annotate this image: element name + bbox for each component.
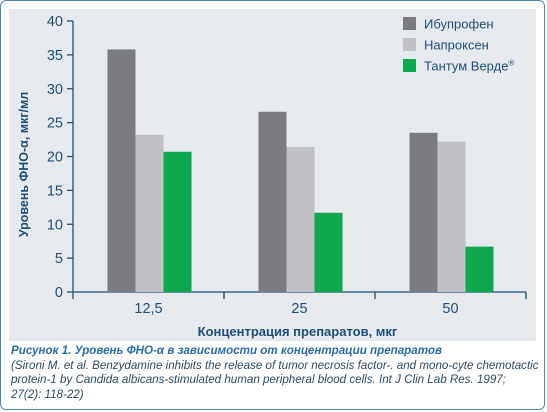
x-tick-label: 12,5 [134,301,162,317]
legend: Ибупрофен Напроксен Тантум Верде® [403,17,514,74]
legend-label: Тантум Верде® [424,59,514,74]
bar-chart: 0 5 10 15 20 25 30 35 40 12,5 25 50 Ибупрофен Напро… [17,14,527,339]
bar [437,141,466,292]
y-tick-label: 5 [55,251,63,267]
y-tick-label: 30 [47,82,63,98]
y-tick-label: 25 [47,116,63,132]
legend-label: Напроксен [424,38,489,53]
y-axis: 0 5 10 15 20 25 30 35 40 [47,14,74,301]
chart-panel: 0 5 10 15 20 25 30 35 40 12,5 25 50 Ибупрофен Напро… [9,9,536,341]
x-tick-label: 25 [291,301,307,317]
bar [314,212,343,292]
y-tick-label: 10 [47,217,63,233]
legend-swatch [403,38,416,51]
bar [107,49,136,292]
legend-label-superscript: ® [508,59,514,68]
bar [135,134,164,292]
bar [286,147,315,292]
x-tick-label: 50 [442,301,458,317]
caption-title: Рисунок 1. Уровень ФНО-α в зависимости о… [11,344,442,357]
bar [163,151,192,292]
y-tick-label: 15 [47,183,63,199]
legend-label: Ибупрофен [424,17,494,32]
y-tick-label: 35 [47,48,63,64]
x-axis-label: Концентрация препаратов, мкг [198,324,398,339]
figure-caption: Рисунок 1. Уровень ФНО-α в зависимости о… [11,344,539,402]
bar [409,132,438,292]
legend-swatch [403,17,416,30]
bars [107,49,494,292]
y-tick-label: 20 [47,150,63,166]
legend-swatch [403,59,416,72]
y-tick-label: 40 [47,14,63,30]
bar [465,246,494,292]
y-tick-label: 0 [55,285,63,301]
y-axis-label: Уровень ФНО-α, мкг/мл [17,92,31,237]
bar [258,111,287,292]
caption-source: (Sironi M. et al. Benzydamine inhibits t… [11,358,539,401]
x-axis: 12,5 25 50 [72,291,527,317]
